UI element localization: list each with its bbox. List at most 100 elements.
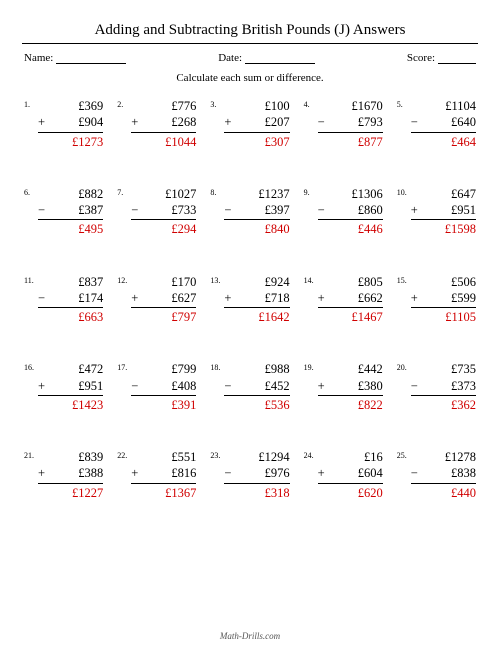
operand-a: £647 <box>411 186 476 202</box>
problem-number: 6. <box>24 186 38 197</box>
operand-row: −£793 <box>318 114 383 130</box>
problem-cell: 14.£805+£662£1467 <box>304 274 383 326</box>
problem-stack: £805+£662£1467 <box>318 274 383 326</box>
operand-b: £408 <box>141 378 196 394</box>
problem-cell: 7.£1027−£733£294 <box>117 186 196 238</box>
operand-a: £551 <box>131 449 196 465</box>
operand-b: £373 <box>421 378 476 394</box>
problem-number: 18. <box>210 361 224 372</box>
operand-b: £718 <box>234 290 289 306</box>
operand-a: £988 <box>224 361 289 377</box>
answer: £1467 <box>318 307 383 325</box>
operand-a: £1237 <box>224 186 289 202</box>
operand-a: £1104 <box>411 98 476 114</box>
operator: + <box>318 378 328 394</box>
operand-row: −£373 <box>411 378 476 394</box>
problem-number: 8. <box>210 186 224 197</box>
operator: + <box>411 202 421 218</box>
problem-stack: £837−£174£663 <box>38 274 103 326</box>
operand-b: £640 <box>421 114 476 130</box>
problem-number: 17. <box>117 361 131 372</box>
operand-a: £776 <box>131 98 196 114</box>
answer: £307 <box>224 132 289 150</box>
problem-cell: 23.£1294−£976£318 <box>210 449 289 501</box>
answer: £440 <box>411 483 476 501</box>
problem-cell: 18.£988−£452£536 <box>210 361 289 413</box>
problem-number: 5. <box>397 98 411 109</box>
operator: + <box>38 465 48 481</box>
operand-a: £100 <box>224 98 289 114</box>
operand-row: +£380 <box>318 378 383 394</box>
problem-stack: £924+£718£1642 <box>224 274 289 326</box>
operand-a: £170 <box>131 274 196 290</box>
operand-b: £816 <box>141 465 196 481</box>
problem-stack: £776+£268£1044 <box>131 98 196 150</box>
problem-cell: 1.£369+£904£1273 <box>24 98 103 150</box>
operator: + <box>131 114 141 130</box>
problem-cell: 24.£16+£604£620 <box>304 449 383 501</box>
problem-cell: 4.£1670−£793£877 <box>304 98 383 150</box>
problem-stack: £647+£951£1598 <box>411 186 476 238</box>
problem-stack: £369+£904£1273 <box>38 98 103 150</box>
problem-cell: 21.£839+£388£1227 <box>24 449 103 501</box>
operand-a: £442 <box>318 361 383 377</box>
problem-number: 24. <box>304 449 318 460</box>
problem-stack: £1237−£397£840 <box>224 186 289 238</box>
problem-cell: 17.£799−£408£391 <box>117 361 196 413</box>
operand-row: +£662 <box>318 290 383 306</box>
operand-row: −£733 <box>131 202 196 218</box>
operand-a: £369 <box>38 98 103 114</box>
date-blank[interactable] <box>245 53 315 64</box>
operand-b: £387 <box>48 202 103 218</box>
answer: £1367 <box>131 483 196 501</box>
operand-b: £662 <box>328 290 383 306</box>
operand-a: £1306 <box>318 186 383 202</box>
problem-stack: £506+£599£1105 <box>411 274 476 326</box>
operand-a: £1027 <box>131 186 196 202</box>
operand-a: £805 <box>318 274 383 290</box>
instruction-text: Calculate each sum or difference. <box>22 72 478 84</box>
operand-row: −£452 <box>224 378 289 394</box>
answer: £822 <box>318 395 383 413</box>
operand-a: £472 <box>38 361 103 377</box>
operator: + <box>38 114 48 130</box>
worksheet-page: Adding and Subtracting British Pounds (J… <box>0 0 500 647</box>
problem-cell: 6.£882−£387£495 <box>24 186 103 238</box>
problem-number: 3. <box>210 98 224 109</box>
operand-a: £1278 <box>411 449 476 465</box>
problem-number: 11. <box>24 274 38 285</box>
operand-row: +£951 <box>38 378 103 394</box>
problem-cell: 15.£506+£599£1105 <box>397 274 476 326</box>
operand-b: £951 <box>421 202 476 218</box>
operand-b: £380 <box>328 378 383 394</box>
operand-row: −£397 <box>224 202 289 218</box>
problem-grid: 1.£369+£904£12732.£776+£268£10443.£100+£… <box>22 98 478 501</box>
problem-number: 1. <box>24 98 38 109</box>
problem-stack: £839+£388£1227 <box>38 449 103 501</box>
operand-row: −£976 <box>224 465 289 481</box>
problem-stack: £988−£452£536 <box>224 361 289 413</box>
operator: + <box>411 290 421 306</box>
operator: + <box>224 114 234 130</box>
problem-stack: £551+£816 £1367 <box>131 449 196 501</box>
title-rule <box>22 43 478 44</box>
answer: £446 <box>318 219 383 237</box>
operator: − <box>131 202 141 218</box>
operator: − <box>224 378 234 394</box>
operand-b: £733 <box>141 202 196 218</box>
score-label: Score: <box>407 52 435 64</box>
operand-a: £882 <box>38 186 103 202</box>
problem-number: 23. <box>210 449 224 460</box>
operator: + <box>224 290 234 306</box>
problem-stack: £1294−£976£318 <box>224 449 289 501</box>
operand-row: +£816 <box>131 465 196 481</box>
operator: + <box>318 465 328 481</box>
problem-number: 4. <box>304 98 318 109</box>
name-blank[interactable] <box>56 53 126 64</box>
score-blank[interactable] <box>438 53 476 64</box>
operand-a: £924 <box>224 274 289 290</box>
operator: + <box>318 290 328 306</box>
problem-cell: 22.£551+£816£1367 <box>117 449 196 501</box>
operator: + <box>38 378 48 394</box>
problem-number: 20. <box>397 361 411 372</box>
